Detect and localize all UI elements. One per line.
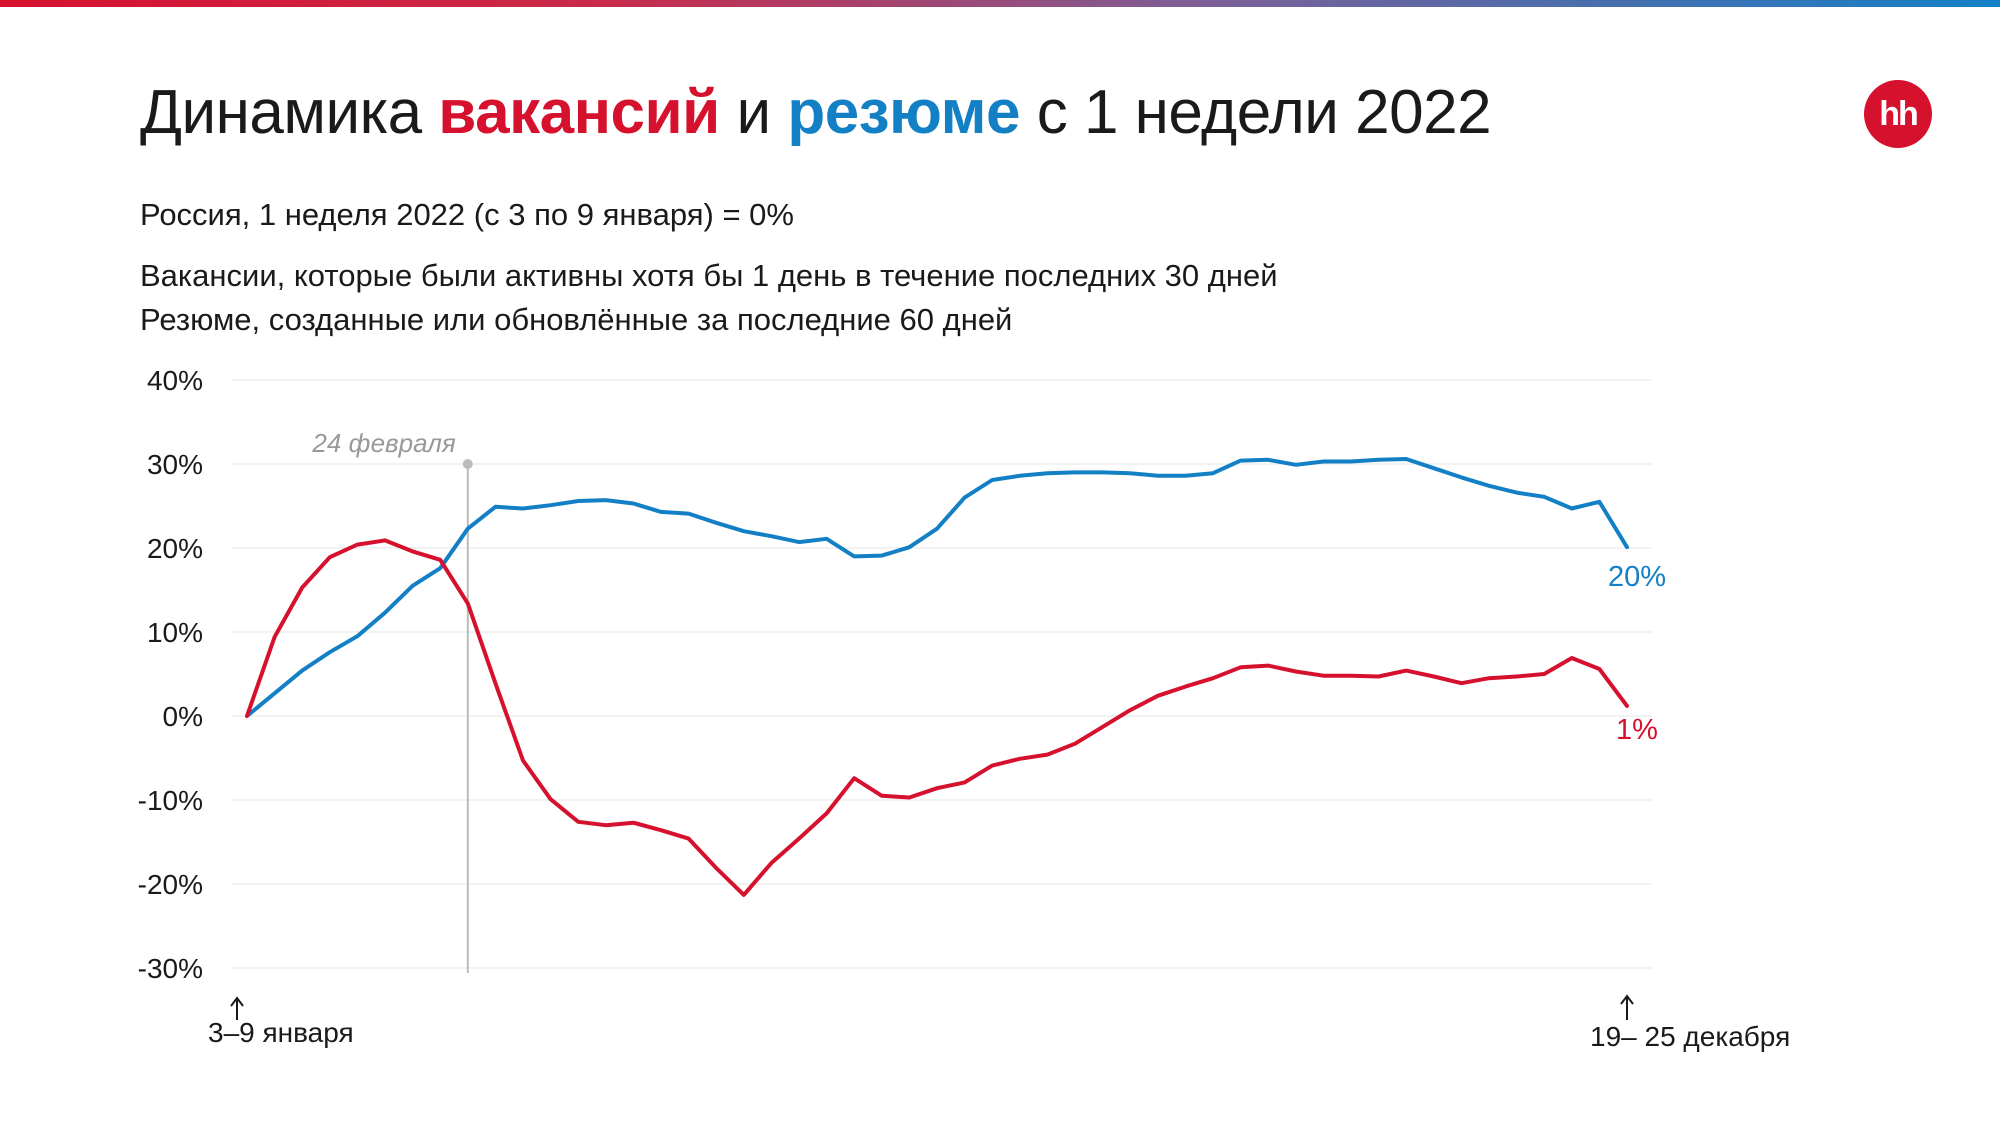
series-line-resumes (245, 457, 1629, 718)
y-tick-label: 0% (163, 701, 203, 732)
x-end-arrow-icon (1620, 994, 1634, 1020)
title-word-vacancies: вакансий (438, 78, 720, 147)
event-annotation: 24 февраля (311, 428, 473, 973)
x-label-start: 3–9 января (208, 1017, 354, 1048)
y-tick-label: -20% (138, 869, 203, 900)
y-axis: 40% 30% 20% 10% 0% -10% -20% -30% (138, 365, 203, 984)
title-text-2: и (719, 78, 788, 147)
x-label-end: 19– 25 декабря (1590, 1021, 1790, 1052)
x-start-arrow-icon (230, 996, 244, 1020)
end-value-label-resumes: 20% (1608, 561, 1666, 593)
y-tick-label: 30% (147, 449, 203, 480)
y-tick-label: 20% (147, 533, 203, 564)
chart-series: 20% 1% (245, 457, 1666, 897)
x-axis: 3–9 января 19– 25 декабря (208, 994, 1790, 1052)
y-tick-label: -30% (138, 953, 203, 984)
annotation-dot (462, 459, 473, 469)
y-tick-label: 40% (147, 365, 203, 396)
series-line-vacancies (245, 538, 1629, 897)
y-tick-label: -10% (138, 785, 203, 816)
y-tick-label: 10% (147, 617, 203, 648)
subtitle-vacancies-definition: Вакансии, которые были активны хотя бы 1… (140, 258, 1278, 293)
annotation-label: 24 февраля (311, 428, 455, 458)
subtitle-resumes-definition: Резюме, созданные или обновлённые за пос… (140, 302, 1013, 337)
subtitle-base-period: Россия, 1 неделя 2022 (с 3 по 9 января) … (140, 197, 794, 232)
hh-logo: hh (1864, 80, 1932, 148)
title-word-resumes: резюме (787, 78, 1020, 147)
end-value-label-vacancies: 1% (1616, 714, 1658, 746)
title-text-3: с 1 недели 2022 (1020, 78, 1492, 147)
page-title: Динамика вакансий и резюме с 1 недели 20… (140, 78, 1492, 148)
title-text-1: Динамика (140, 78, 439, 147)
top-gradient-bar (0, 0, 2000, 7)
